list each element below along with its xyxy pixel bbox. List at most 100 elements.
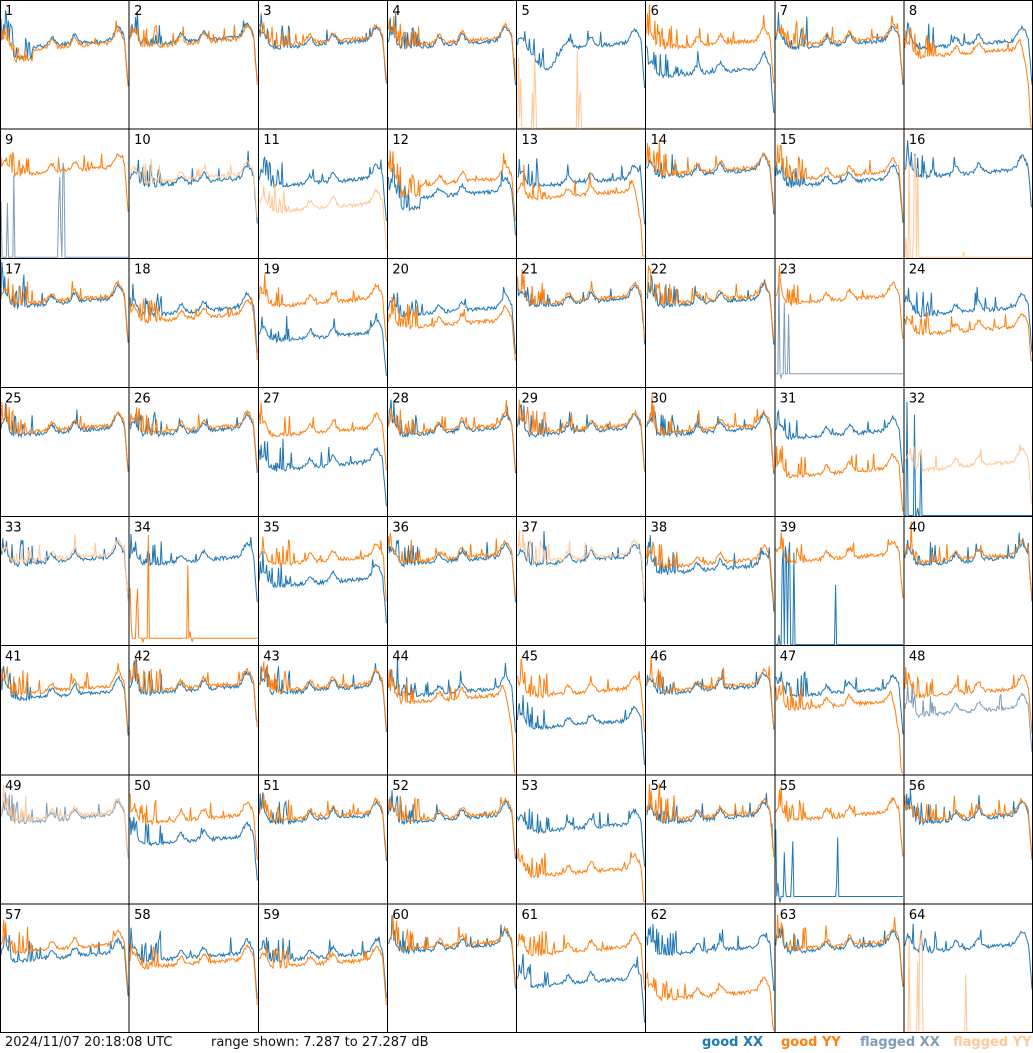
tile-number: 44 <box>392 650 409 665</box>
tile-panel: 48 <box>903 645 1033 775</box>
tile-number: 60 <box>392 908 409 923</box>
tile-number: 48 <box>909 650 926 665</box>
tile-number: 35 <box>263 521 280 536</box>
series-xx-good <box>517 695 646 766</box>
series-xx-good <box>646 535 775 612</box>
tile-panel: 36 <box>387 516 517 646</box>
tile-panel: 60 <box>387 903 517 1033</box>
tile-panel: 13 <box>516 129 646 259</box>
tile-panel: 16 <box>903 129 1033 259</box>
tile-number: 62 <box>651 908 668 923</box>
tile-number: 36 <box>392 521 409 536</box>
series-xx-good <box>775 926 904 987</box>
tile-number: 43 <box>263 650 280 665</box>
tile-panel: 58 <box>129 903 259 1033</box>
tile-background <box>774 258 904 388</box>
tile-panel: 10 <box>129 129 259 259</box>
series-xx-good <box>904 21 1033 85</box>
tile-number: 40 <box>909 521 926 536</box>
tile-number: 22 <box>651 262 668 277</box>
tile-number: 9 <box>5 133 13 148</box>
series-yy-good <box>387 297 516 362</box>
tile-background <box>0 645 130 775</box>
series-xx-good <box>904 286 1033 353</box>
tile-number: 11 <box>263 133 280 148</box>
series-yy-good <box>646 655 775 728</box>
tile-background <box>258 129 388 259</box>
series-xx-good <box>129 659 258 722</box>
tile-panel: 19 <box>258 258 388 388</box>
series-yy-good <box>129 407 258 470</box>
tile-number: 55 <box>780 779 797 794</box>
tile-number: 61 <box>522 908 539 923</box>
tile-panel: 15 <box>774 129 904 259</box>
tile-number: 12 <box>392 133 409 148</box>
series-yy-good <box>0 663 129 730</box>
tile-panel: 64 <box>903 903 1033 1033</box>
tile-number: 5 <box>522 4 530 19</box>
timestamp-label: 2024/11/07 20:18:08 UTC <box>5 1035 173 1050</box>
tile-panel: 4 <box>387 0 517 130</box>
series-yy-flagged <box>517 530 646 598</box>
series-yy-good <box>387 150 516 221</box>
tile-background <box>516 516 646 646</box>
series-yy-good <box>904 667 1033 734</box>
tile-panel: 18 <box>129 258 259 388</box>
tile-number: 63 <box>780 908 797 923</box>
series-yy-good <box>129 535 258 643</box>
series-xx-good <box>387 537 516 603</box>
tile-number: 47 <box>780 650 797 665</box>
tile-number: 15 <box>780 133 797 148</box>
series-yy-good <box>646 972 775 1031</box>
tile-number: 49 <box>5 779 22 794</box>
tile-background <box>903 774 1033 904</box>
tile-background <box>0 774 130 904</box>
series-xx-good <box>775 829 903 903</box>
tile-panel: 44 <box>387 645 517 775</box>
series-yy-good <box>646 139 775 212</box>
series-yy-good <box>0 401 129 471</box>
tile-panel: 23 <box>774 258 904 388</box>
series-xx-good <box>258 438 387 507</box>
series-yy-good <box>775 914 904 987</box>
series-xx-good <box>129 12 258 82</box>
series-yy-flagged <box>904 444 1033 505</box>
series-yy-flagged <box>258 179 387 250</box>
tile-panel: 28 <box>387 387 517 517</box>
tile-number: 38 <box>651 521 668 536</box>
range-label: range shown: 7.287 to 27.287 dB <box>211 1035 429 1050</box>
legend-good-yy: good YY <box>781 1035 841 1050</box>
tile-panel: 35 <box>258 516 388 646</box>
tile-background <box>0 258 130 388</box>
tile-background <box>387 0 517 130</box>
series-xx-good <box>0 930 129 996</box>
series-yy-good <box>646 783 775 858</box>
tile-number: 19 <box>263 262 280 277</box>
series-yy-good <box>517 399 646 472</box>
tile-number: 6 <box>651 4 659 19</box>
tile-background <box>129 516 259 646</box>
tile-number: 16 <box>909 133 926 148</box>
tile-background <box>129 129 259 259</box>
series-yy-good <box>387 15 516 82</box>
tile-number: 50 <box>134 779 151 794</box>
series-yy-good <box>775 786 904 857</box>
series-yy-good <box>517 658 646 732</box>
series-yy-good <box>904 26 1032 128</box>
tile-panel: 41 <box>0 645 130 775</box>
tile-background <box>129 645 259 775</box>
series-yy-good <box>387 399 516 472</box>
tile-panel: 63 <box>774 903 904 1033</box>
tile-panel: 24 <box>903 258 1033 388</box>
tile-number: 54 <box>651 779 668 794</box>
series-yy-good <box>646 394 775 472</box>
series-yy-good <box>129 657 258 728</box>
tile-number: 27 <box>263 391 280 406</box>
tile-background <box>774 903 904 1033</box>
series-yy-good <box>904 312 1033 362</box>
series-yy-good <box>0 151 129 213</box>
series-yy-good <box>258 793 387 857</box>
series-yy-good <box>258 536 387 602</box>
tile-number: 52 <box>392 779 409 794</box>
